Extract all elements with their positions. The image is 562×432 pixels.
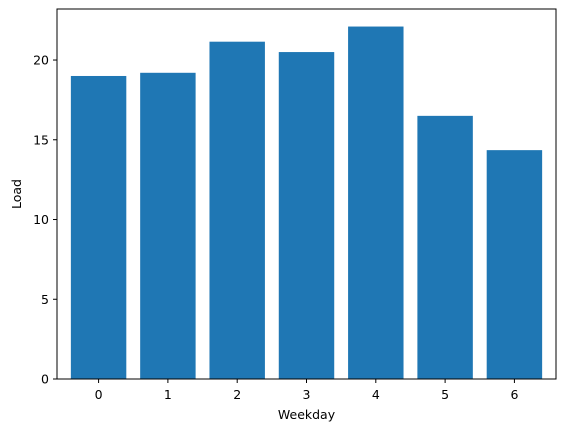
x-axis-label: Weekday: [278, 407, 336, 422]
x-tick-label-5: 5: [441, 387, 449, 402]
x-axis: 0 1 2 3 4 5 6: [95, 379, 518, 402]
y-tick-label-15: 15: [33, 132, 49, 147]
y-tick-label-10: 10: [33, 212, 49, 227]
y-tick-label-0: 0: [41, 372, 49, 387]
plot-frame: [56, 8, 557, 380]
bar-2: [209, 41, 265, 379]
bar-5: [417, 115, 473, 379]
y-axis: 0 5 10 15 20: [33, 53, 57, 387]
bar-1: [140, 72, 196, 380]
y-tick-label-5: 5: [41, 292, 49, 307]
x-tick-label-4: 4: [372, 387, 380, 402]
x-tick-label-2: 2: [233, 387, 241, 402]
bar-3: [278, 52, 335, 380]
y-tick-label-20: 20: [33, 53, 49, 68]
x-tick-label-6: 6: [510, 387, 518, 402]
y-axis-label: Load: [9, 179, 24, 209]
bars: [70, 26, 543, 380]
bar-0: [70, 75, 127, 379]
bar-4: [348, 26, 404, 380]
x-tick-label-1: 1: [164, 387, 172, 402]
bar-6: [486, 150, 543, 379]
x-tick-label-0: 0: [95, 387, 103, 402]
x-tick-label-3: 3: [303, 387, 311, 402]
